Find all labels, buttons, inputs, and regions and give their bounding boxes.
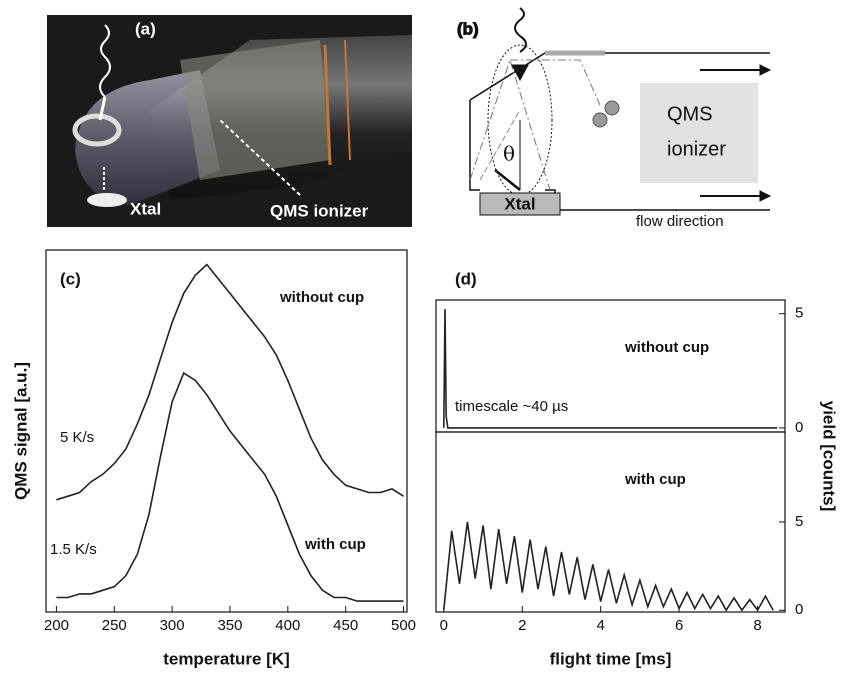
x-tick-label: 250	[102, 617, 127, 634]
copper-ring	[344, 39, 351, 161]
panel-label: (c)	[60, 269, 81, 288]
data-line	[443, 521, 774, 612]
laser-wave	[99, 24, 111, 98]
diagram-panel: (b) Xtal QMS ionizer flow direction θ	[457, 7, 772, 230]
photo-label: Xtal	[130, 199, 161, 218]
laser-arrow	[511, 64, 529, 82]
x-axis-label: temperature [K]	[163, 649, 290, 668]
x-tick-label: 2	[518, 617, 526, 634]
panel-label: (a)	[135, 19, 156, 38]
crystal	[479, 192, 561, 216]
data-line	[443, 309, 778, 429]
series-label: with cup	[624, 471, 686, 488]
ionizer-pointer	[219, 119, 301, 196]
arrowhead	[759, 190, 772, 202]
data-line	[56, 371, 404, 602]
x-tick-label: 300	[160, 617, 185, 634]
glass-cap	[75, 70, 220, 205]
diagram-label: ionizer	[667, 138, 726, 160]
series-label: without cup	[279, 289, 364, 306]
copper-ring	[323, 44, 332, 166]
photo-label: QMS ionizer	[270, 201, 369, 220]
laser-arrow	[98, 96, 107, 121]
arrowhead	[759, 64, 772, 76]
panel-label: (b)	[457, 19, 479, 38]
x-tick-label: 6	[675, 617, 683, 634]
x-tick-label: 200	[44, 617, 69, 634]
emission-lobe	[487, 44, 553, 196]
annotation: 5 K/s	[60, 429, 94, 446]
photo-panel: (a) Xtal QMS ionizer	[47, 15, 412, 227]
x-tick-label: 4	[597, 617, 605, 634]
plot-frame	[45, 249, 408, 613]
molecule	[592, 112, 608, 128]
x-tick-label: 400	[275, 617, 300, 634]
plot-frame	[435, 431, 786, 613]
y-tick-label: 0	[795, 601, 803, 618]
x-tick-label: 450	[333, 617, 358, 634]
ionizer-assembly	[180, 40, 330, 180]
diagram-label: Xtal	[504, 194, 535, 213]
y-tick-label: 5	[795, 513, 803, 530]
x-axis-label: flight time [ms]	[550, 649, 672, 668]
trajectory	[479, 109, 521, 181]
y-tick-label: 0	[795, 419, 803, 436]
x-tick-label: 350	[217, 617, 242, 634]
x-tick-label: 500	[391, 617, 416, 634]
annotation: timescale ~40 µs	[455, 398, 568, 415]
qms-box	[640, 83, 758, 183]
angle-symbol: θ	[503, 142, 515, 166]
crystal-icon	[87, 193, 127, 207]
series-label: with cup	[304, 536, 366, 553]
y-axis-label: yield [counts]	[820, 401, 839, 512]
x-tick-label: 8	[753, 617, 761, 634]
x-tick-label: 0	[440, 617, 448, 634]
molecule	[604, 100, 620, 116]
y-axis-label: QMS signal [a.u.]	[11, 362, 30, 500]
emission-arrow	[494, 169, 521, 191]
diagram-label: QMS	[667, 103, 713, 125]
trajectory	[469, 58, 601, 191]
diagram-label: flow direction	[636, 213, 724, 230]
data-line	[56, 263, 404, 501]
aperture-ring	[72, 113, 122, 147]
laser-wave	[514, 7, 527, 53]
y-tick-label: 5	[795, 305, 803, 322]
panel-label: (d)	[455, 269, 477, 288]
annotation: 1.5 K/s	[50, 541, 97, 558]
series-label: without cup	[624, 339, 709, 356]
